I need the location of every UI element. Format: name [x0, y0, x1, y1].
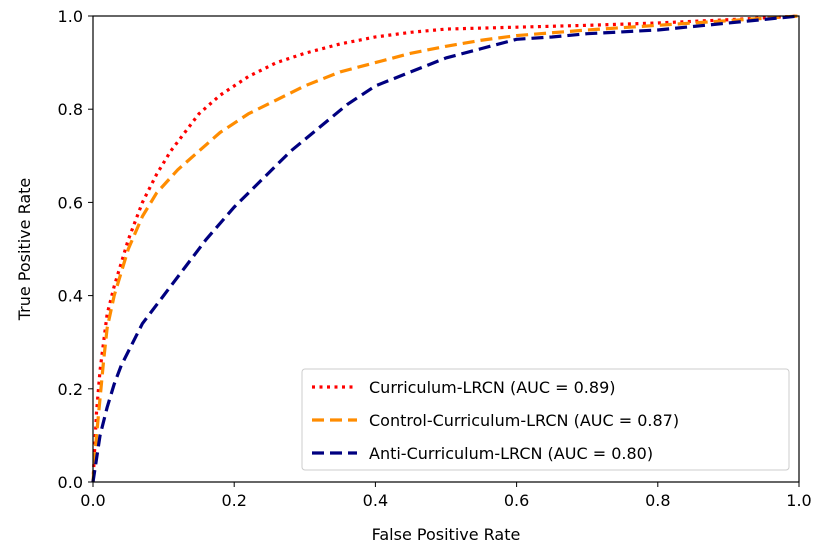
x-tick-label: 1.0: [786, 491, 811, 510]
y-tick-label: 1.0: [58, 7, 83, 26]
x-tick-label: 0.4: [363, 491, 388, 510]
x-tick-label: 0.6: [504, 491, 529, 510]
legend-box: [301, 368, 790, 471]
y-axis-title: True Positive Rate: [15, 178, 34, 322]
legend: Curriculum-LRCN (AUC = 0.89) Control-Curr…: [301, 368, 790, 471]
legend-label: Control-Curriculum-LRCN (AUC = 0.87): [369, 411, 679, 430]
plot-frame: [92, 15, 800, 483]
legend-label: Anti-Curriculum-LRCN (AUC = 0.80): [369, 444, 653, 463]
y-axis-ticks: 0.0 0.2 0.4 0.6 0.8 1.0: [58, 7, 93, 492]
x-tick-label: 0.0: [80, 491, 105, 510]
series-layer: [91, 14, 800, 483]
legend-label: Curriculum-LRCN (AUC = 0.89): [369, 378, 616, 397]
x-axis-ticks: 0.0 0.2 0.4 0.6 0.8 1.0: [80, 482, 812, 510]
series-line-2: [91, 14, 800, 483]
y-tick-label: 0.2: [58, 380, 83, 399]
y-tick-label: 0.4: [58, 287, 83, 306]
y-tick-label: 0.0: [58, 473, 83, 492]
series-line-1: [91, 14, 800, 483]
x-tick-label: 0.2: [221, 491, 246, 510]
x-tick-label: 0.8: [645, 491, 670, 510]
y-tick-label: 0.6: [58, 193, 83, 212]
y-tick-label: 0.8: [58, 100, 83, 119]
x-axis-title: False Positive Rate: [372, 525, 521, 544]
